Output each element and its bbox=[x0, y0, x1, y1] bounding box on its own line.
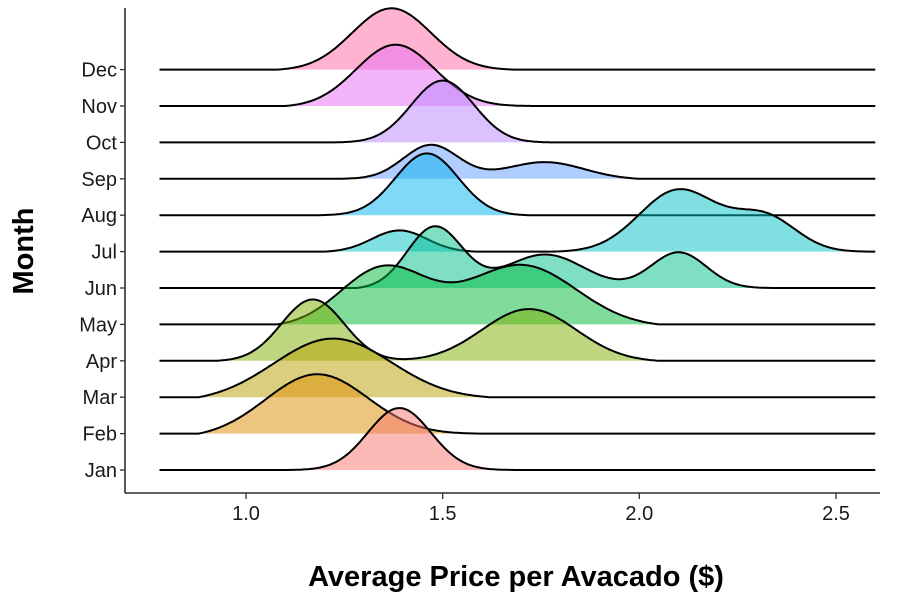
ridge-fill-mar bbox=[198, 338, 490, 398]
y-tick-label-apr: Apr bbox=[86, 351, 117, 373]
ridge-fill-aug bbox=[316, 153, 530, 216]
ridge-outline-feb bbox=[159, 373, 876, 435]
ridge-fill-feb bbox=[198, 374, 490, 434]
y-tick-label-jun: Jun bbox=[85, 278, 117, 300]
ridges-layer bbox=[159, 7, 876, 471]
ridge-outline-mar bbox=[159, 337, 876, 399]
ridge-outline-apr bbox=[159, 298, 876, 362]
ridge-outline-aug bbox=[159, 152, 876, 217]
ridge-jun bbox=[159, 225, 876, 289]
y-tick-label-aug: Aug bbox=[81, 205, 117, 227]
y-tick-label-oct: Oct bbox=[86, 132, 118, 154]
ridge-fill-jun bbox=[356, 226, 777, 288]
ridge-fill-jul bbox=[324, 189, 868, 252]
y-tick-label-feb: Feb bbox=[83, 424, 117, 446]
x-ticks-layer: 1.0 1.5 2.0 2.5 bbox=[232, 493, 850, 525]
ridge-fill-dec bbox=[277, 8, 514, 70]
y-tick-label-mar: Mar bbox=[83, 387, 118, 409]
ridge-dec bbox=[159, 7, 876, 71]
y-tick-label-jan: Jan bbox=[85, 460, 117, 482]
y-tick-label-sep: Sep bbox=[81, 169, 117, 191]
axes-layer bbox=[124, 8, 880, 494]
x-tick-label-2.0: 2.0 bbox=[625, 503, 653, 525]
ridge-jul bbox=[159, 188, 876, 253]
y-tick-label-dec: Dec bbox=[81, 60, 117, 82]
ridge-outline-jan bbox=[159, 407, 876, 471]
y-ticks-layer: Dec Nov Oct Sep Aug Jul Jun May Apr Mar Feb Jan bbox=[79, 60, 125, 482]
ridge-fill-may bbox=[277, 264, 659, 325]
y-axis-title: Month bbox=[8, 208, 40, 295]
ridge-outline-dec bbox=[159, 7, 876, 71]
ridge-outline-may bbox=[159, 263, 876, 326]
x-tick-label-1.0: 1.0 bbox=[232, 503, 260, 525]
ridge-outline-jun bbox=[159, 225, 876, 289]
ridge-nov bbox=[159, 43, 876, 107]
x-tick-label-2.5: 2.5 bbox=[822, 503, 850, 525]
ridge-aug bbox=[159, 152, 876, 217]
ridge-may bbox=[159, 263, 876, 326]
y-tick-label-nov: Nov bbox=[81, 96, 117, 118]
ridge-feb bbox=[159, 373, 876, 435]
ridge-oct bbox=[159, 79, 876, 144]
y-tick-label-may: May bbox=[79, 314, 117, 336]
ridge-outline-oct bbox=[159, 79, 876, 144]
ridge-mar bbox=[159, 337, 876, 399]
y-tick-label-jul: Jul bbox=[91, 242, 117, 264]
ridge-fill-oct bbox=[332, 80, 553, 143]
ridge-jan bbox=[159, 407, 876, 471]
ridge-fill-nov bbox=[285, 44, 541, 106]
ridge-sep bbox=[159, 143, 876, 180]
ridge-outline-jul bbox=[159, 188, 876, 253]
ridge-fill-jan bbox=[285, 408, 522, 470]
ridge-outline-sep bbox=[159, 143, 876, 180]
x-axis-title: Average Price per Avacado ($) bbox=[308, 561, 724, 593]
ridge-outline-nov bbox=[159, 43, 876, 107]
x-tick-label-1.5: 1.5 bbox=[429, 503, 457, 525]
ridge-fill-sep bbox=[324, 144, 640, 179]
